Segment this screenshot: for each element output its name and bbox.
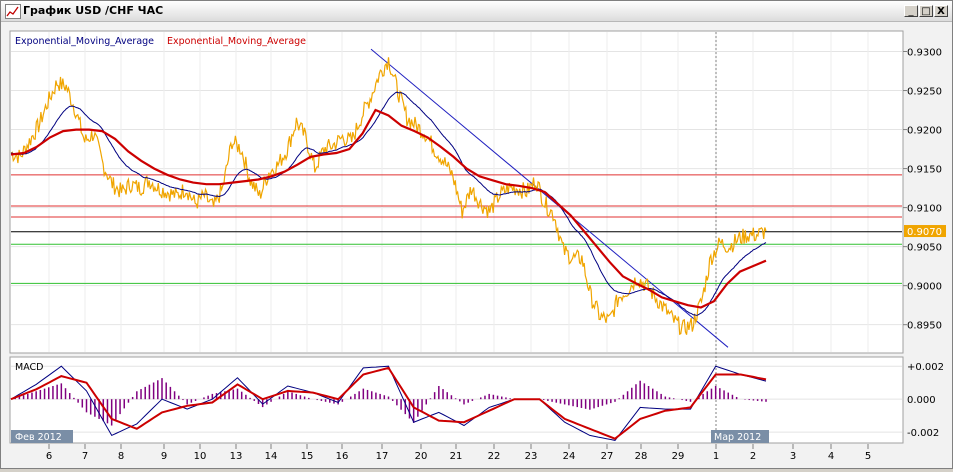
macd-y-tick-label: 0.000 — [907, 395, 936, 406]
x-tick-label: 10 — [194, 451, 207, 462]
month-label-mar: Мар 2012 — [714, 432, 761, 443]
x-tick-label: 13 — [230, 451, 243, 462]
x-tick-label: 27 — [601, 451, 614, 462]
y-tick-label: 0.9100 — [907, 204, 942, 215]
x-tick-label: 3 — [790, 451, 796, 462]
current-price-badge — [904, 225, 946, 238]
macd-pane[interactable] — [9, 356, 904, 444]
macd-y-tick-label: +0.002 — [907, 362, 944, 373]
x-tick-label: 28 — [635, 451, 648, 462]
price-chart-svg[interactable]: 0.9300 0.9250 0.9200 0.9150 0.9100 0.9050 0.90… — [1, 22, 952, 468]
restore-button[interactable]: □ — [919, 5, 933, 17]
x-tick-label: 6 — [46, 451, 52, 462]
x-tick-label: 21 — [450, 451, 463, 462]
x-tick-label: 16 — [336, 451, 349, 462]
price-series-line — [10, 57, 767, 336]
close-button[interactable]: X — [934, 5, 948, 17]
x-tick-label: 4 — [828, 451, 834, 462]
y-tick-label: 0.9200 — [907, 126, 942, 137]
x-tick-label: 2 — [750, 451, 756, 462]
month-badge-mar — [711, 430, 769, 443]
y-tick-label: 0.8950 — [907, 321, 942, 332]
x-tick-label: 7 — [82, 451, 88, 462]
x-tick-label: 23 — [525, 451, 538, 462]
x-tick-label: 5 — [865, 451, 871, 462]
x-tick-label: 1 — [713, 451, 719, 462]
x-tick-label: 24 — [563, 451, 576, 462]
x-tick-label: 20 — [415, 451, 428, 462]
x-tick-label: 17 — [376, 451, 389, 462]
x-tick-label: 9 — [161, 451, 167, 462]
month-label-feb: Фев 2012 — [15, 432, 62, 443]
y-tick-label: 0.9000 — [907, 282, 942, 293]
window-title: График USD /CHF ЧАС — [23, 4, 164, 17]
y-tick-label: 0.9050 — [907, 243, 942, 254]
macd-y-tick-label: -0.002 — [907, 428, 939, 439]
y-tick-label: 0.9150 — [907, 165, 942, 176]
macd-signal-line — [10, 366, 767, 440]
x-tick-label: 14 — [265, 451, 278, 462]
ema-slow-line — [10, 108, 767, 309]
current-price-label: 0.9070 — [907, 227, 942, 238]
macd-label: MACD — [15, 362, 43, 373]
y-tick-label: 0.9300 — [907, 48, 942, 59]
x-tick-label: 8 — [118, 451, 124, 462]
ema-fast-legend: Exponential_Moving_Average — [15, 36, 154, 47]
chart-area[interactable]: 0.9300 0.9250 0.9200 0.9150 0.9100 0.9050 0.90… — [1, 22, 952, 468]
ema-slow-legend: Exponential_Moving_Average — [167, 36, 306, 47]
x-tick-label: 29 — [672, 451, 685, 462]
ema-fast-line — [11, 91, 767, 316]
macd-line — [10, 365, 767, 441]
chart-window-icon — [5, 4, 21, 19]
y-tick-label: 0.9250 — [907, 87, 942, 98]
minimize-button[interactable]: _ — [904, 5, 918, 17]
title-bar[interactable]: График USD /CHF ЧАС _ □ X — [1, 1, 952, 22]
x-tick-label: 15 — [301, 451, 314, 462]
x-tick-label: 22 — [488, 451, 501, 462]
month-badge-feb — [11, 430, 73, 443]
